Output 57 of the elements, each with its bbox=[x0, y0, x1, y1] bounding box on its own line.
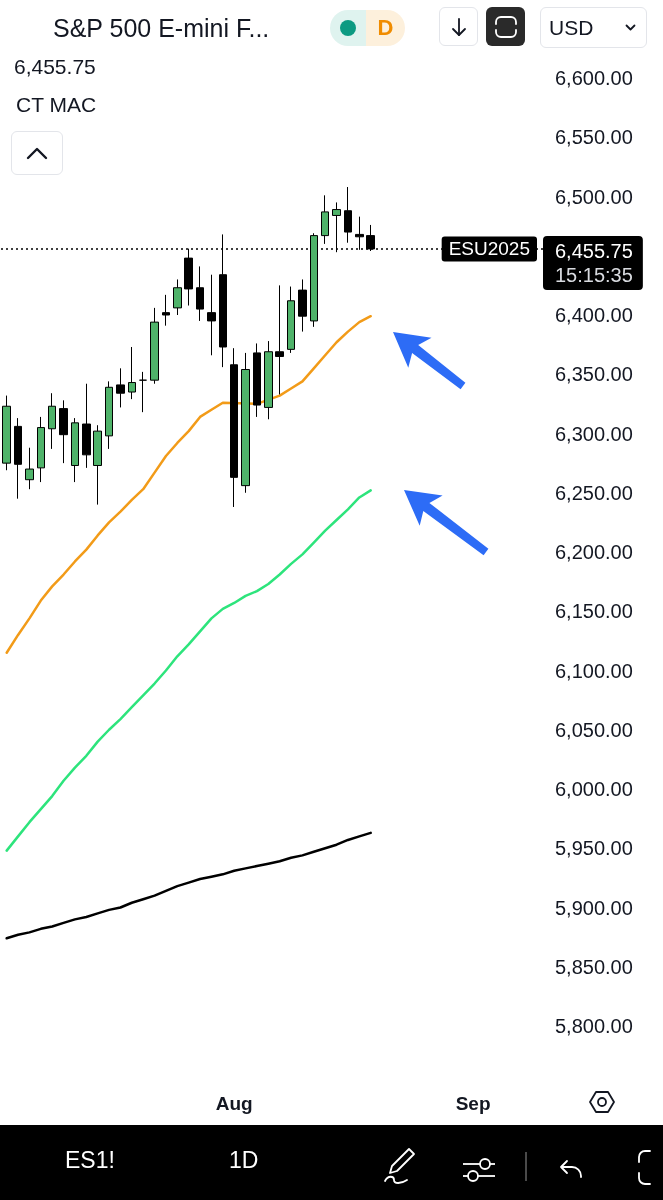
line-series bbox=[5, 831, 372, 940]
ref-line-label: ESU2025 bbox=[448, 238, 530, 260]
chart-subtitle: 6,455.75 bbox=[14, 54, 96, 80]
candlestick bbox=[93, 424, 102, 506]
y-tick-label: 6,500.00 bbox=[555, 185, 633, 208]
line-series bbox=[5, 489, 372, 852]
y-tick-label: 6,000.00 bbox=[555, 778, 633, 800]
candlestick bbox=[25, 447, 34, 490]
candlestick bbox=[37, 416, 45, 483]
y-tick-label: 5,900.00 bbox=[555, 896, 633, 919]
y-tick-label: 6,200.00 bbox=[555, 541, 633, 563]
candlestick bbox=[287, 286, 295, 354]
text: 6,455.75 bbox=[555, 239, 633, 262]
y-tick-label: 6,050.00 bbox=[555, 718, 633, 741]
candlestick bbox=[2, 395, 11, 471]
candlestick bbox=[253, 342, 261, 418]
y-tick-label: 6,550.00 bbox=[555, 126, 633, 149]
text: 15:15:35 bbox=[555, 263, 633, 286]
y-tick-label: 6,600.00 bbox=[555, 67, 633, 89]
candlestick bbox=[162, 294, 170, 327]
candlestick bbox=[48, 392, 56, 450]
y-tick-label: 6,350.00 bbox=[555, 363, 633, 386]
line-series bbox=[5, 314, 372, 654]
candlestick bbox=[150, 307, 159, 385]
candlestick bbox=[241, 352, 250, 494]
candlestick bbox=[230, 347, 238, 508]
annotation: CT MAC bbox=[16, 92, 97, 118]
candlestick bbox=[344, 186, 352, 244]
candlestick bbox=[128, 346, 136, 400]
candlestick bbox=[116, 367, 125, 408]
currency-dropdown: USD bbox=[540, 7, 647, 48]
candlestick bbox=[196, 265, 204, 322]
candlestick bbox=[82, 383, 91, 469]
candlestick bbox=[105, 380, 113, 450]
y-tick-label: 6,300.00 bbox=[555, 422, 633, 445]
candlestick bbox=[264, 340, 273, 420]
y-tick-label: 6,150.00 bbox=[555, 600, 633, 623]
x-tick-label: Sep bbox=[455, 1093, 491, 1114]
candlestick bbox=[14, 417, 22, 500]
candlestick bbox=[310, 232, 318, 328]
y-tick-label: 5,850.00 bbox=[555, 955, 633, 978]
y-tick-label: 6,100.00 bbox=[555, 659, 633, 682]
candlestick bbox=[173, 278, 182, 316]
y-tick-label: 6,400.00 bbox=[555, 304, 633, 326]
x-tick-label: Aug bbox=[215, 1093, 253, 1114]
y-tick-label: 6,250.00 bbox=[555, 481, 633, 504]
candlestick bbox=[59, 399, 68, 464]
toolbar: ES1! 1D bbox=[0, 1125, 663, 1200]
candlestick bbox=[321, 194, 329, 245]
y-tick-label: 5,800.00 bbox=[555, 1015, 633, 1037]
candlestick bbox=[71, 417, 79, 483]
candlestick bbox=[298, 278, 307, 333]
chart-title: S&P 500 E-mini F... bbox=[53, 13, 270, 44]
candlestick bbox=[275, 284, 284, 395]
candlestick bbox=[207, 274, 216, 356]
y-tick-label: 5,950.00 bbox=[555, 837, 633, 860]
candlestick bbox=[139, 371, 147, 413]
